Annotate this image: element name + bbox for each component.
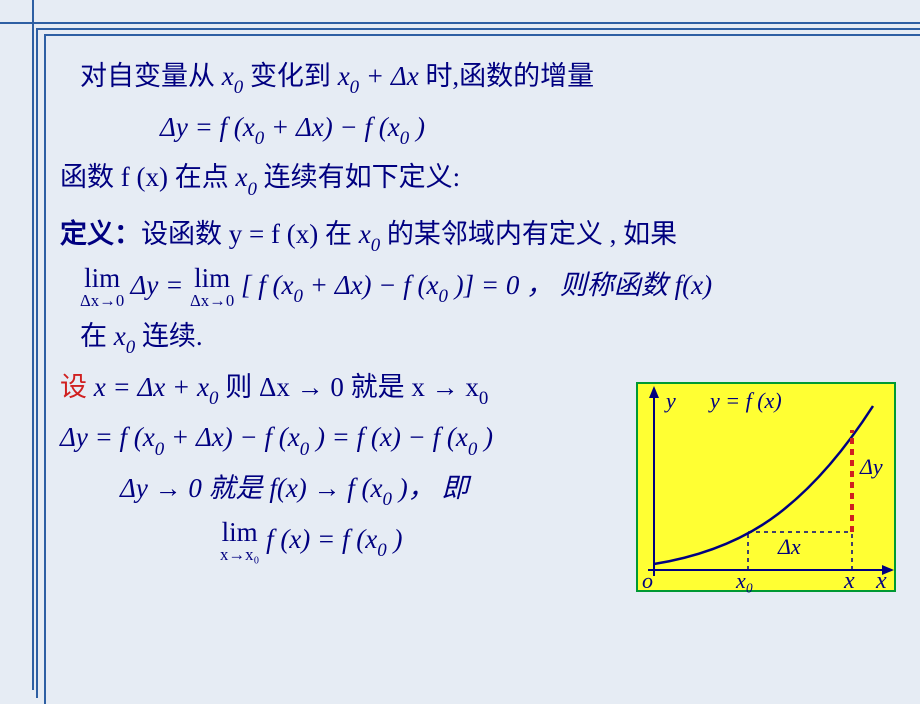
x0dx: x0 + Δx <box>338 61 419 91</box>
lim-2: lim Δx→0 <box>190 265 234 310</box>
def-b: 的某邻域内有定义 , 如果 <box>380 219 677 249</box>
graph-svg <box>638 384 898 594</box>
frame-line-v <box>32 0 34 690</box>
t1a: 对自变量从 <box>80 61 222 91</box>
continuity-graph: y y = f (x) Δy Δx o x₀ x x <box>636 382 896 592</box>
lbl-y: y <box>666 388 676 414</box>
t3a: 函数 f (x) 在点 <box>60 162 235 192</box>
y-axis-arrow <box>649 386 659 398</box>
lbl-dx: Δx <box>778 534 801 560</box>
lim-1: lim Δx→0 <box>80 265 124 310</box>
text-line-1: 对自变量从 x0 变化到 x0 + Δx 时,函数的增量 <box>60 56 900 101</box>
frame-line-h <box>0 22 920 24</box>
def-a: 设函数 y = f (x) 在 <box>141 219 359 249</box>
lim-3: lim x→x₀ <box>220 519 259 564</box>
t1b: 变化到 <box>243 61 338 91</box>
x0-var: x0 <box>222 61 243 91</box>
equation-1: Δy = f (x0 + Δx) − f (x0 ) <box>60 107 900 152</box>
text-line-3: 函数 f (x) 在点 x0 连续有如下定义: <box>60 157 900 202</box>
t1c: 时,函数的增量 <box>419 61 595 91</box>
she-red: 设 <box>60 372 87 402</box>
text-line-6: 在 x0 连续. <box>60 316 900 361</box>
definition-line: 定义：设函数 y = f (x) 在 x0 的某邻域内有定义 , 如果 <box>60 214 900 259</box>
equation-2: lim Δx→0 Δy = lim Δx→0 [ f (x0 + Δx) − f… <box>60 265 900 310</box>
curve <box>654 406 873 564</box>
lbl-xvar: x <box>844 568 855 595</box>
lbl-x0: x₀ <box>736 568 753 594</box>
lbl-fx: y = f (x) <box>710 388 782 414</box>
lbl-o: o <box>642 568 653 594</box>
lbl-dy: Δy <box>860 454 883 480</box>
lbl-xaxis: x <box>876 568 887 595</box>
def-label: 定义： <box>60 219 141 249</box>
t3b: 连续有如下定义: <box>257 162 460 192</box>
